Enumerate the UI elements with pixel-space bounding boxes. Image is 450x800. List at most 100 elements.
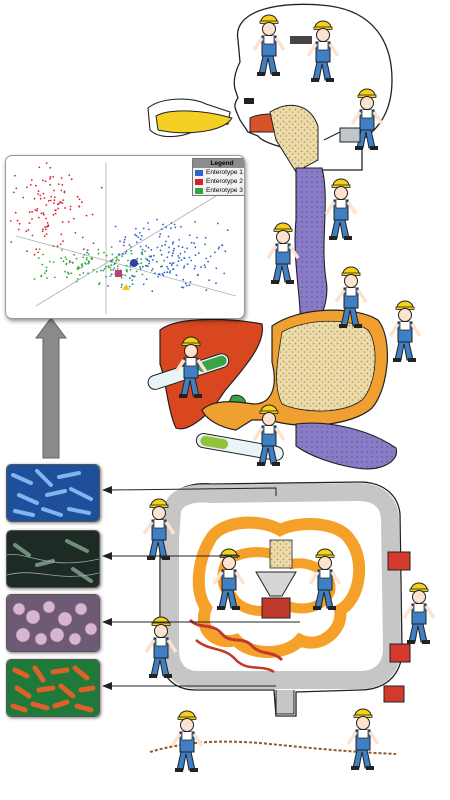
scatter-point [38, 248, 41, 251]
scatter-point [61, 249, 63, 251]
centroid-enterotype-1 [130, 259, 138, 267]
scatter-point [81, 236, 84, 239]
scatter-point [82, 272, 85, 274]
scatter-point [65, 263, 68, 266]
scatter-point [205, 257, 208, 260]
scatter-point [135, 241, 138, 244]
worker-stomach-stirring-2 [388, 299, 422, 364]
scatter-point [53, 196, 56, 199]
scatter-point [130, 245, 132, 248]
scatter-point [154, 272, 156, 275]
scatter-point [110, 273, 113, 276]
scatter-point [18, 222, 21, 225]
scatter-point [40, 275, 42, 278]
scatter-point [74, 232, 77, 234]
scatter-point [170, 222, 173, 225]
scatter-point [75, 257, 78, 260]
legend-label: Enterotype 1 [206, 169, 243, 176]
micrograph-1 [6, 464, 100, 522]
scatter-point [117, 253, 120, 256]
scatter-point [109, 259, 112, 262]
scatter-point [65, 258, 68, 261]
scatter-point [39, 197, 42, 200]
scatter-point [53, 189, 55, 192]
scatter-point [196, 236, 198, 239]
scatter-point [61, 202, 64, 205]
scatter-point [124, 252, 127, 255]
scatter-point [163, 271, 166, 274]
scatter-point [142, 227, 145, 230]
legend-label: Enterotype 2 [206, 178, 243, 185]
scatter-point [15, 187, 18, 190]
funnel [255, 571, 297, 597]
scatter-plot-canvas [9, 162, 237, 314]
scatter-point [57, 183, 60, 185]
sponge-food [155, 110, 233, 134]
scatter-point [146, 258, 149, 261]
scatter-point [123, 241, 125, 244]
scatter-point [168, 246, 170, 249]
scatter-point [67, 273, 70, 275]
scatter-point [160, 253, 163, 256]
scatter-point [104, 267, 106, 270]
scatter-point [64, 207, 66, 209]
scatter-point [182, 286, 185, 289]
scatter-point [181, 286, 183, 289]
scatter-point [31, 210, 33, 213]
scatter-point [160, 228, 163, 230]
plot-legend: Legend Enterotype 1 Enterotype 2 Enterot… [192, 158, 244, 196]
scatter-point [167, 251, 170, 254]
scatter-point [156, 246, 159, 249]
scatter-point [172, 252, 174, 255]
scatter-point [189, 281, 192, 283]
scatter-point [69, 205, 72, 208]
scatter-point [167, 235, 170, 238]
scatter-point [141, 273, 144, 276]
scatter-point [186, 263, 189, 266]
scatter-point [38, 166, 41, 169]
scatter-point [141, 253, 144, 256]
scatter-point [75, 280, 78, 283]
scatter-point [86, 251, 88, 254]
stomach-contents [276, 320, 376, 412]
scatter-point [70, 272, 73, 275]
scatter-point [130, 252, 133, 255]
scatter-point [147, 228, 150, 231]
scatter-point [100, 186, 103, 189]
scatter-point [150, 269, 153, 272]
scatter-point [77, 265, 80, 268]
scatter-point [42, 179, 44, 182]
scatter-point [175, 274, 178, 277]
scatter-point [139, 245, 142, 248]
scatter-point [76, 267, 79, 270]
scatter-point [29, 184, 32, 186]
scatter-point [144, 250, 147, 253]
scatter-point [161, 245, 164, 247]
scatter-point [53, 202, 55, 204]
scatter-point [97, 252, 100, 255]
scatter-point [100, 269, 102, 272]
micrograph-4 [6, 659, 100, 717]
hammer-icon [290, 36, 312, 44]
scatter-point [38, 216, 40, 219]
scatter-point [60, 189, 63, 192]
scatter-point [33, 253, 36, 256]
scatter-point [84, 262, 86, 264]
scatter-point [85, 258, 88, 261]
up-arrow-icon [35, 317, 67, 459]
scatter-point [87, 253, 90, 255]
scatter-point [196, 274, 199, 277]
scatter-point [180, 225, 182, 228]
scatter-point [47, 199, 50, 202]
scatter-point [111, 259, 114, 261]
scatter-point [164, 243, 167, 246]
scatter-point [113, 267, 116, 269]
scatter-point [42, 213, 45, 216]
scatter-point [98, 283, 100, 286]
scatter-point [139, 268, 142, 270]
scatter-point [129, 277, 131, 280]
scatter-point [26, 250, 28, 253]
scatter-point [44, 180, 47, 183]
scatter-point [188, 284, 191, 287]
scatter-point [110, 269, 112, 271]
